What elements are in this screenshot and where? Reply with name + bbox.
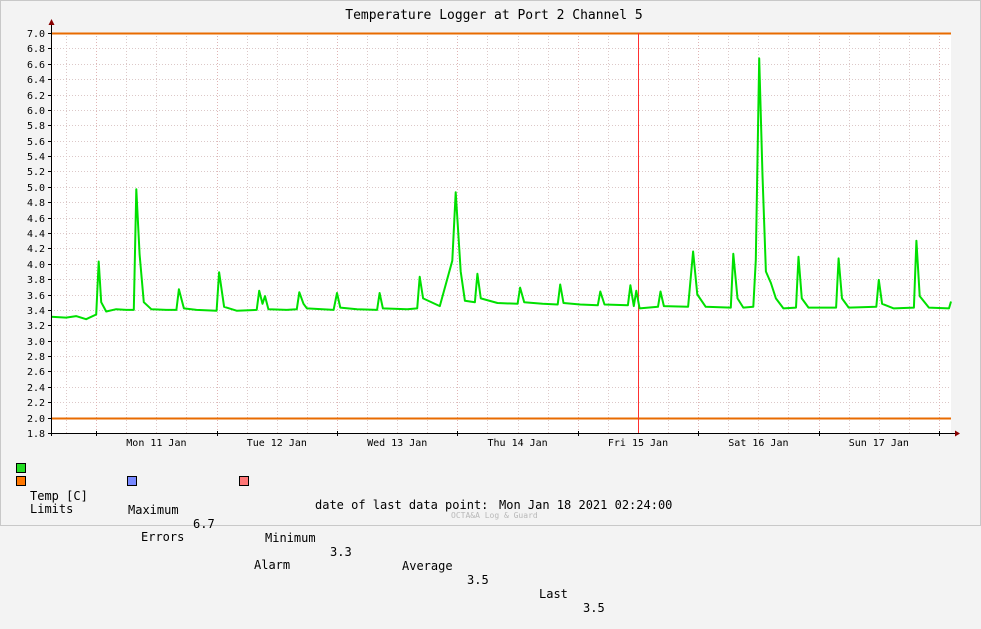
series-layer: [50, 57, 952, 321]
legend-label-errors: Errors: [141, 530, 185, 544]
series-line-temp: [50, 57, 952, 321]
legend-swatch-errors: [127, 476, 137, 486]
y-tick-label: 3.2: [27, 321, 45, 332]
brand-watermark: OCTA&A Log & Guard: [451, 511, 538, 520]
stat-maximum-label: Maximum: [128, 503, 179, 517]
stat-minimum-label: Minimum: [265, 531, 316, 545]
x-tick-label: Wed 13 Jan: [367, 438, 427, 449]
last-data-point-value: Mon Jan 18 2021 02:24:00: [499, 498, 673, 512]
y-tick-label: 5.6: [27, 137, 45, 148]
stat-last-label: Last: [539, 587, 568, 601]
limit-lines: [51, 32, 951, 420]
legend-row-temp: Temp [C] Maximum 6.7 Minimum 3.3 Average…: [16, 461, 976, 615]
legend-row-status: Limits Errors Alarm: [16, 474, 976, 572]
x-tick-label: Sun 17 Jan: [849, 438, 909, 449]
x-tick-labels: Mon 11 Jan Tue 12 Jan Wed 13 Jan Thu 14 Jan…: [126, 438, 909, 449]
x-tick-label: Thu 14 Jan: [487, 438, 547, 449]
y-tick-labels: 1.8 2.0 2.2 2.4 2.6 2.8 3.0 3.2 3.4 3.6 3.8 4.0 4.2 4…: [27, 29, 45, 440]
grid-major: [96, 33, 940, 433]
y-tick-label: 6.4: [27, 75, 45, 86]
y-tick-label: 6.8: [27, 44, 45, 55]
y-tick-label: 4.4: [27, 229, 45, 240]
y-tick-label: 5.0: [27, 183, 45, 194]
y-tick-label: 3.4: [27, 306, 45, 317]
y-tick-label: 3.8: [27, 275, 45, 286]
last-data-point-label: date of last data point:: [315, 498, 489, 512]
y-tick-label: 6.6: [27, 60, 45, 71]
y-tick-label: 4.0: [27, 260, 45, 271]
stat-average-value: 3.5: [467, 573, 489, 587]
legend-label-limits: Limits: [30, 502, 74, 516]
y-tick-label: 2.6: [27, 367, 45, 378]
y-tick-label: 2.8: [27, 352, 45, 363]
x-tick-label: Mon 11 Jan: [126, 438, 186, 449]
y-tick-label: 5.2: [27, 167, 45, 178]
y-tick-label: 4.6: [27, 214, 45, 225]
y-tick-label: 2.0: [27, 414, 45, 425]
legend-swatch-temp: [16, 463, 26, 473]
y-axis-arrow: [48, 19, 55, 25]
y-tick-label: 4.2: [27, 244, 45, 255]
legend-label-temp: Temp [C]: [30, 489, 88, 503]
legend-swatch-alarm: [239, 476, 249, 486]
x-axis-arrow: [955, 430, 960, 437]
y-tick-label: 7.0: [27, 29, 45, 40]
legend-label-alarm: Alarm: [254, 558, 291, 572]
legend-swatch-limits: [16, 476, 26, 486]
y-tick-label: 5.4: [27, 152, 45, 163]
stat-last-value: 3.5: [583, 601, 605, 615]
x-tick-label: Tue 12 Jan: [247, 438, 307, 449]
x-tick-label: Sat 16 Jan: [728, 438, 788, 449]
chart-title: Temperature Logger at Port 2 Channel 5: [345, 8, 642, 23]
y-tick-label: 2.2: [27, 398, 45, 409]
stat-minimum-value: 3.3: [330, 545, 352, 559]
x-tick-label: Fri 15 Jan: [608, 438, 668, 449]
y-tick-label: 6.2: [27, 91, 45, 102]
y-tick-label: 2.4: [27, 383, 45, 394]
y-tick-label: 3.6: [27, 291, 45, 302]
stat-average-label: Average: [402, 559, 453, 573]
y-tick-label: 3.0: [27, 337, 45, 348]
y-tick-label: 6.0: [27, 106, 45, 117]
stat-maximum-value: 6.7: [193, 517, 215, 531]
chart-frame: Temperature Logger at Port 2 Channel 5 1…: [0, 0, 981, 526]
axes: [48, 19, 960, 437]
y-tick-label: 5.8: [27, 121, 45, 132]
y-tick-label: 1.8: [27, 429, 45, 440]
y-tick-label: 4.8: [27, 198, 45, 209]
